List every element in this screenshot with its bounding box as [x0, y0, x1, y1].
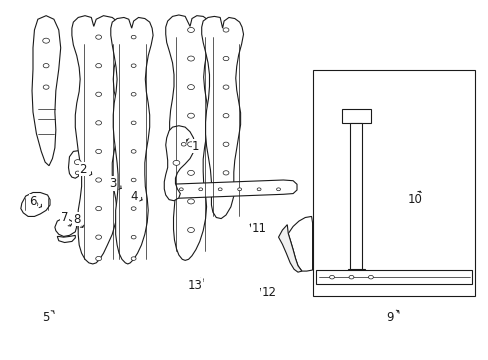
Circle shape [96, 64, 102, 68]
Text: 3: 3 [109, 177, 117, 190]
Circle shape [187, 170, 194, 175]
Circle shape [218, 188, 222, 191]
Circle shape [96, 149, 102, 154]
Circle shape [187, 142, 194, 147]
Circle shape [348, 275, 353, 279]
Circle shape [131, 235, 136, 239]
Text: 6: 6 [29, 195, 37, 208]
Circle shape [179, 188, 183, 191]
Polygon shape [316, 270, 471, 284]
Circle shape [368, 275, 372, 279]
Polygon shape [166, 180, 296, 199]
Circle shape [131, 257, 136, 260]
Circle shape [96, 206, 102, 211]
Circle shape [96, 235, 102, 239]
Polygon shape [165, 15, 211, 260]
Polygon shape [341, 109, 370, 123]
Text: 13: 13 [187, 279, 202, 292]
Text: 4: 4 [130, 190, 137, 203]
Circle shape [75, 171, 80, 175]
Text: 12: 12 [261, 286, 276, 299]
Circle shape [187, 113, 194, 118]
Circle shape [223, 28, 228, 32]
Text: 5: 5 [42, 311, 50, 324]
Circle shape [43, 64, 49, 68]
Polygon shape [57, 235, 75, 243]
Polygon shape [85, 233, 90, 239]
Circle shape [131, 150, 136, 153]
Circle shape [187, 85, 194, 90]
Circle shape [276, 188, 280, 191]
Circle shape [131, 121, 136, 125]
Text: 8: 8 [73, 213, 81, 226]
Circle shape [131, 207, 136, 210]
Text: 1: 1 [192, 140, 199, 153]
Circle shape [187, 56, 194, 61]
Text: 9: 9 [386, 311, 393, 324]
Circle shape [131, 35, 136, 39]
Circle shape [173, 160, 180, 165]
Circle shape [223, 171, 228, 175]
Circle shape [223, 57, 228, 61]
Text: 7: 7 [61, 211, 68, 224]
Polygon shape [32, 16, 61, 166]
Polygon shape [78, 219, 90, 233]
Circle shape [187, 27, 194, 32]
Polygon shape [347, 269, 364, 278]
Circle shape [199, 188, 202, 191]
Polygon shape [72, 16, 122, 264]
Bar [312, 70, 474, 296]
Text: 10: 10 [407, 193, 421, 206]
Circle shape [257, 188, 261, 191]
Circle shape [131, 93, 136, 96]
Circle shape [187, 228, 194, 233]
Polygon shape [201, 17, 243, 219]
Circle shape [96, 35, 102, 39]
Circle shape [96, 92, 102, 96]
Polygon shape [350, 123, 362, 278]
Circle shape [96, 256, 102, 261]
Circle shape [43, 85, 49, 89]
Circle shape [223, 142, 228, 147]
Circle shape [74, 159, 81, 165]
Polygon shape [164, 126, 195, 201]
Text: 2: 2 [79, 163, 87, 176]
Text: 11: 11 [251, 222, 266, 235]
Polygon shape [278, 225, 301, 272]
Polygon shape [55, 219, 77, 237]
Polygon shape [21, 193, 50, 216]
Circle shape [223, 85, 228, 89]
Circle shape [131, 64, 136, 67]
Polygon shape [68, 151, 86, 178]
Polygon shape [111, 18, 153, 264]
Circle shape [237, 188, 241, 191]
Circle shape [96, 178, 102, 182]
Circle shape [131, 178, 136, 182]
Circle shape [223, 113, 228, 118]
Circle shape [329, 275, 334, 279]
Circle shape [181, 143, 186, 146]
Circle shape [42, 38, 49, 43]
Polygon shape [287, 216, 312, 271]
Circle shape [187, 199, 194, 204]
Circle shape [31, 202, 38, 207]
Circle shape [96, 121, 102, 125]
